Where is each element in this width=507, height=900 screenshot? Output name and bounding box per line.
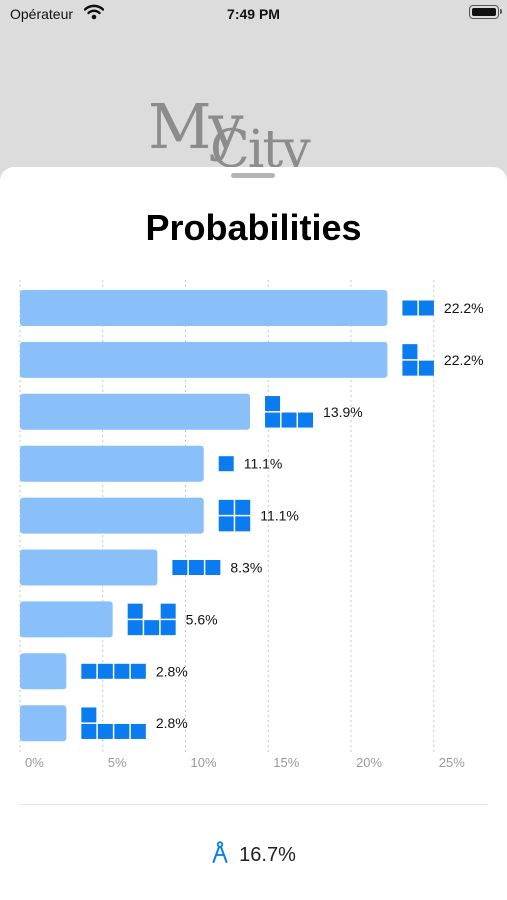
- l-tetromino-long-icon: [81, 707, 146, 739]
- wifi-icon: [83, 4, 105, 25]
- bar: [20, 445, 204, 482]
- shape-cell: [218, 499, 234, 515]
- shape-cell: [235, 499, 251, 515]
- bar: [20, 290, 388, 326]
- shape-cell: [97, 723, 113, 739]
- shape-cell: [160, 620, 176, 636]
- shape-cell: [127, 603, 143, 619]
- probabilities-sheet: Probabilities 0% 5% 10% 15% 20% 25% 22.2% 22.2%…: [0, 167, 507, 900]
- shape-cell: [127, 620, 143, 636]
- x-tick-label: 10%: [191, 755, 217, 770]
- monomino-icon: [218, 456, 234, 472]
- shape-cell: [188, 560, 204, 575]
- bar: [20, 653, 67, 690]
- shape-cell: [235, 516, 251, 532]
- footer-divider: [20, 804, 488, 805]
- l-tromino-icon: [402, 344, 434, 376]
- straight-tromino-icon: [172, 560, 221, 575]
- footer-value: 16.7%: [239, 843, 296, 866]
- data-label: 2.8%: [156, 663, 188, 679]
- status-time: 7:49 PM: [227, 6, 280, 22]
- shape-cell: [205, 560, 221, 575]
- shape-cell: [81, 663, 97, 679]
- x-tick-label: 0%: [25, 755, 44, 770]
- status-bar: Opérateur 7:49 PM: [0, 0, 507, 30]
- bar: [20, 341, 388, 378]
- shape-cell: [418, 360, 434, 376]
- x-tick-label: 20%: [356, 755, 382, 770]
- shape-cell: [130, 663, 146, 679]
- shape-cell: [81, 723, 97, 739]
- shape-cell: [160, 603, 176, 619]
- carrier-label: Opérateur: [10, 6, 74, 22]
- shape-cell: [97, 663, 113, 679]
- shape-cell: [114, 663, 130, 679]
- shape-cell: [114, 723, 130, 739]
- shape-cell: [402, 360, 418, 376]
- data-label: 11.1%: [244, 456, 283, 472]
- probability-chart: 0% 5% 10% 15% 20% 25% 22.2% 22.2% 13.9% 11.1% 11.1…: [19, 280, 484, 770]
- bar: [20, 549, 158, 586]
- x-tick-label: 5%: [108, 755, 127, 770]
- shape-cell: [402, 344, 418, 360]
- footer: 16.7%: [0, 837, 507, 873]
- data-label: 22.2%: [444, 352, 484, 368]
- shape-cell: [172, 560, 188, 575]
- data-label: 22.2%: [444, 300, 484, 316]
- compass-icon: [211, 840, 229, 870]
- horizontal-domino-icon: [402, 300, 434, 316]
- data-label: 2.8%: [156, 715, 188, 731]
- sheet-title: Probabilities: [145, 207, 362, 248]
- shape-cell: [218, 516, 234, 532]
- bar: [20, 705, 67, 742]
- data-label: 5.6%: [186, 611, 218, 627]
- shape-cell: [144, 620, 160, 636]
- logo-line-2: City: [210, 120, 311, 170]
- app-logo: My City: [148, 90, 358, 170]
- shape-cell: [265, 412, 281, 428]
- shape-cell: [130, 723, 146, 739]
- straight-tetromino-icon: [81, 663, 146, 679]
- u-pentomino-icon: [127, 603, 176, 636]
- shape-cell: [281, 412, 297, 428]
- shape-cell: [298, 412, 314, 428]
- bar: [20, 393, 251, 430]
- data-label: 8.3%: [230, 560, 262, 576]
- x-tick-label: 25%: [439, 755, 465, 770]
- shape-cell: [218, 456, 234, 472]
- shape-cell: [81, 707, 97, 723]
- x-tick-label: 15%: [273, 755, 299, 770]
- shape-cell: [418, 300, 434, 316]
- logo-line-1: My: [148, 90, 244, 163]
- data-label: 11.1%: [260, 508, 299, 524]
- battery-icon: [469, 5, 502, 19]
- square-tetromino-icon: [218, 499, 251, 532]
- bar: [20, 601, 113, 638]
- sheet-grabber[interactable]: [231, 173, 275, 178]
- shape-cell: [265, 396, 281, 412]
- data-label: 13.9%: [323, 404, 363, 420]
- shape-cell: [402, 300, 418, 316]
- l-tetromino-icon: [265, 396, 314, 428]
- bar: [20, 497, 204, 534]
